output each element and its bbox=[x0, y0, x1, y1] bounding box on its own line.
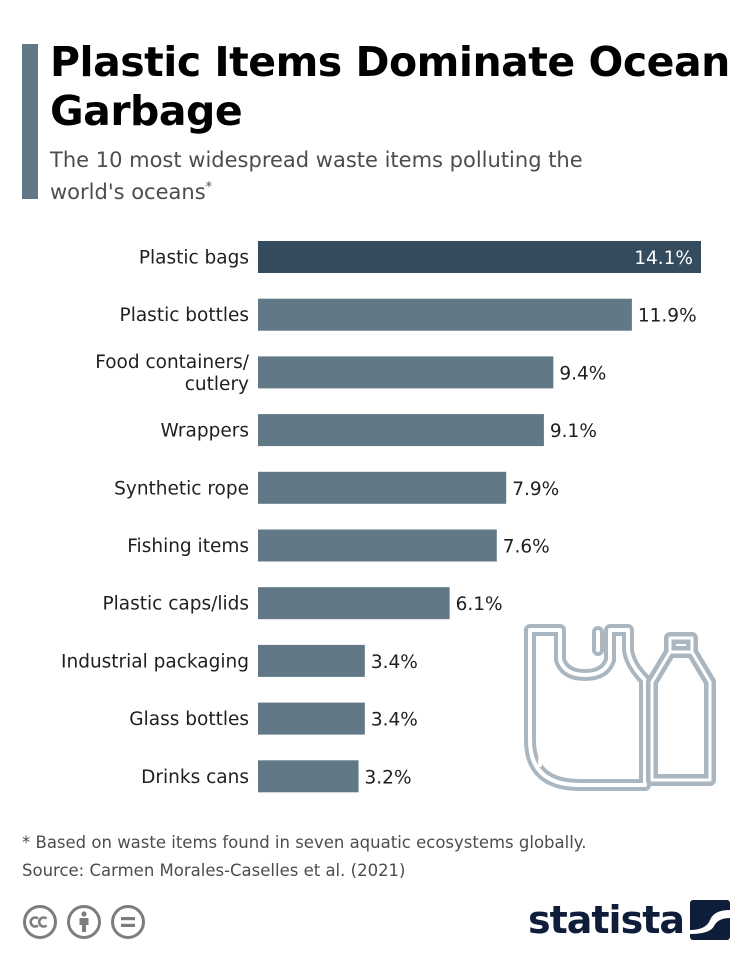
license-icons bbox=[22, 904, 146, 940]
subtitle-text: The 10 most widespread waste items pollu… bbox=[50, 148, 583, 204]
value-label: 11.9% bbox=[638, 306, 697, 327]
bar bbox=[258, 529, 497, 562]
value-label: 14.1% bbox=[634, 248, 693, 269]
value-label: 3.2% bbox=[365, 767, 412, 788]
attribution-icon[interactable] bbox=[66, 904, 102, 940]
plastic-waste-illustration bbox=[524, 624, 716, 791]
footnote: * Based on waste items found in seven aq… bbox=[22, 829, 586, 885]
category-label: Glass bottles bbox=[129, 709, 249, 730]
bar bbox=[258, 471, 507, 504]
value-label: 3.4% bbox=[371, 710, 418, 731]
statista-logo[interactable]: statista bbox=[528, 898, 730, 942]
category-label: Synthetic rope bbox=[114, 478, 249, 499]
chart-title: Plastic Items Dominate Ocean Garbage bbox=[50, 38, 730, 135]
value-label: 6.1% bbox=[456, 594, 503, 615]
category-label: Drinks cans bbox=[141, 767, 249, 788]
title-accent-bar bbox=[22, 44, 38, 199]
bar bbox=[258, 298, 632, 331]
category-label: Plastic bottles bbox=[120, 305, 249, 326]
category-label: Wrappers bbox=[160, 421, 249, 442]
value-label: 9.1% bbox=[550, 421, 597, 442]
source-note: Source: Carmen Morales-Caselles et al. (… bbox=[22, 861, 406, 880]
plastic-bag-icon bbox=[524, 624, 651, 791]
bar bbox=[258, 702, 365, 735]
category-label: Fishing items bbox=[127, 536, 249, 557]
statista-wordmark: statista bbox=[527, 898, 685, 942]
value-label: 9.4% bbox=[559, 363, 606, 384]
category-label: Plastic bags bbox=[139, 248, 249, 269]
bar bbox=[258, 587, 450, 620]
chart-subtitle: The 10 most widespread waste items pollu… bbox=[50, 146, 650, 206]
bar bbox=[258, 356, 554, 389]
category-label: Industrial packaging bbox=[61, 651, 249, 672]
value-label: 7.6% bbox=[503, 537, 550, 558]
value-label: 7.9% bbox=[512, 479, 559, 500]
bar-chart: Plastic bags 14.1% Plastic bottles 11.9% Foo… bbox=[61, 241, 701, 793]
plastic-bottle-icon bbox=[646, 632, 716, 786]
bar bbox=[258, 644, 365, 677]
subtitle-asterisk: * bbox=[205, 180, 213, 195]
value-label: 3.4% bbox=[371, 652, 418, 673]
statista-logo-icon bbox=[690, 900, 730, 940]
footnote-note: * Based on waste items found in seven aq… bbox=[22, 833, 587, 852]
no-derivatives-icon[interactable] bbox=[110, 904, 146, 940]
cc-icon[interactable] bbox=[22, 904, 58, 940]
bar bbox=[258, 760, 359, 793]
category-label: Plastic caps/lids bbox=[102, 594, 249, 615]
bar bbox=[258, 241, 701, 273]
category-label: Food containers/cutlery bbox=[95, 352, 250, 395]
bar bbox=[258, 414, 544, 447]
